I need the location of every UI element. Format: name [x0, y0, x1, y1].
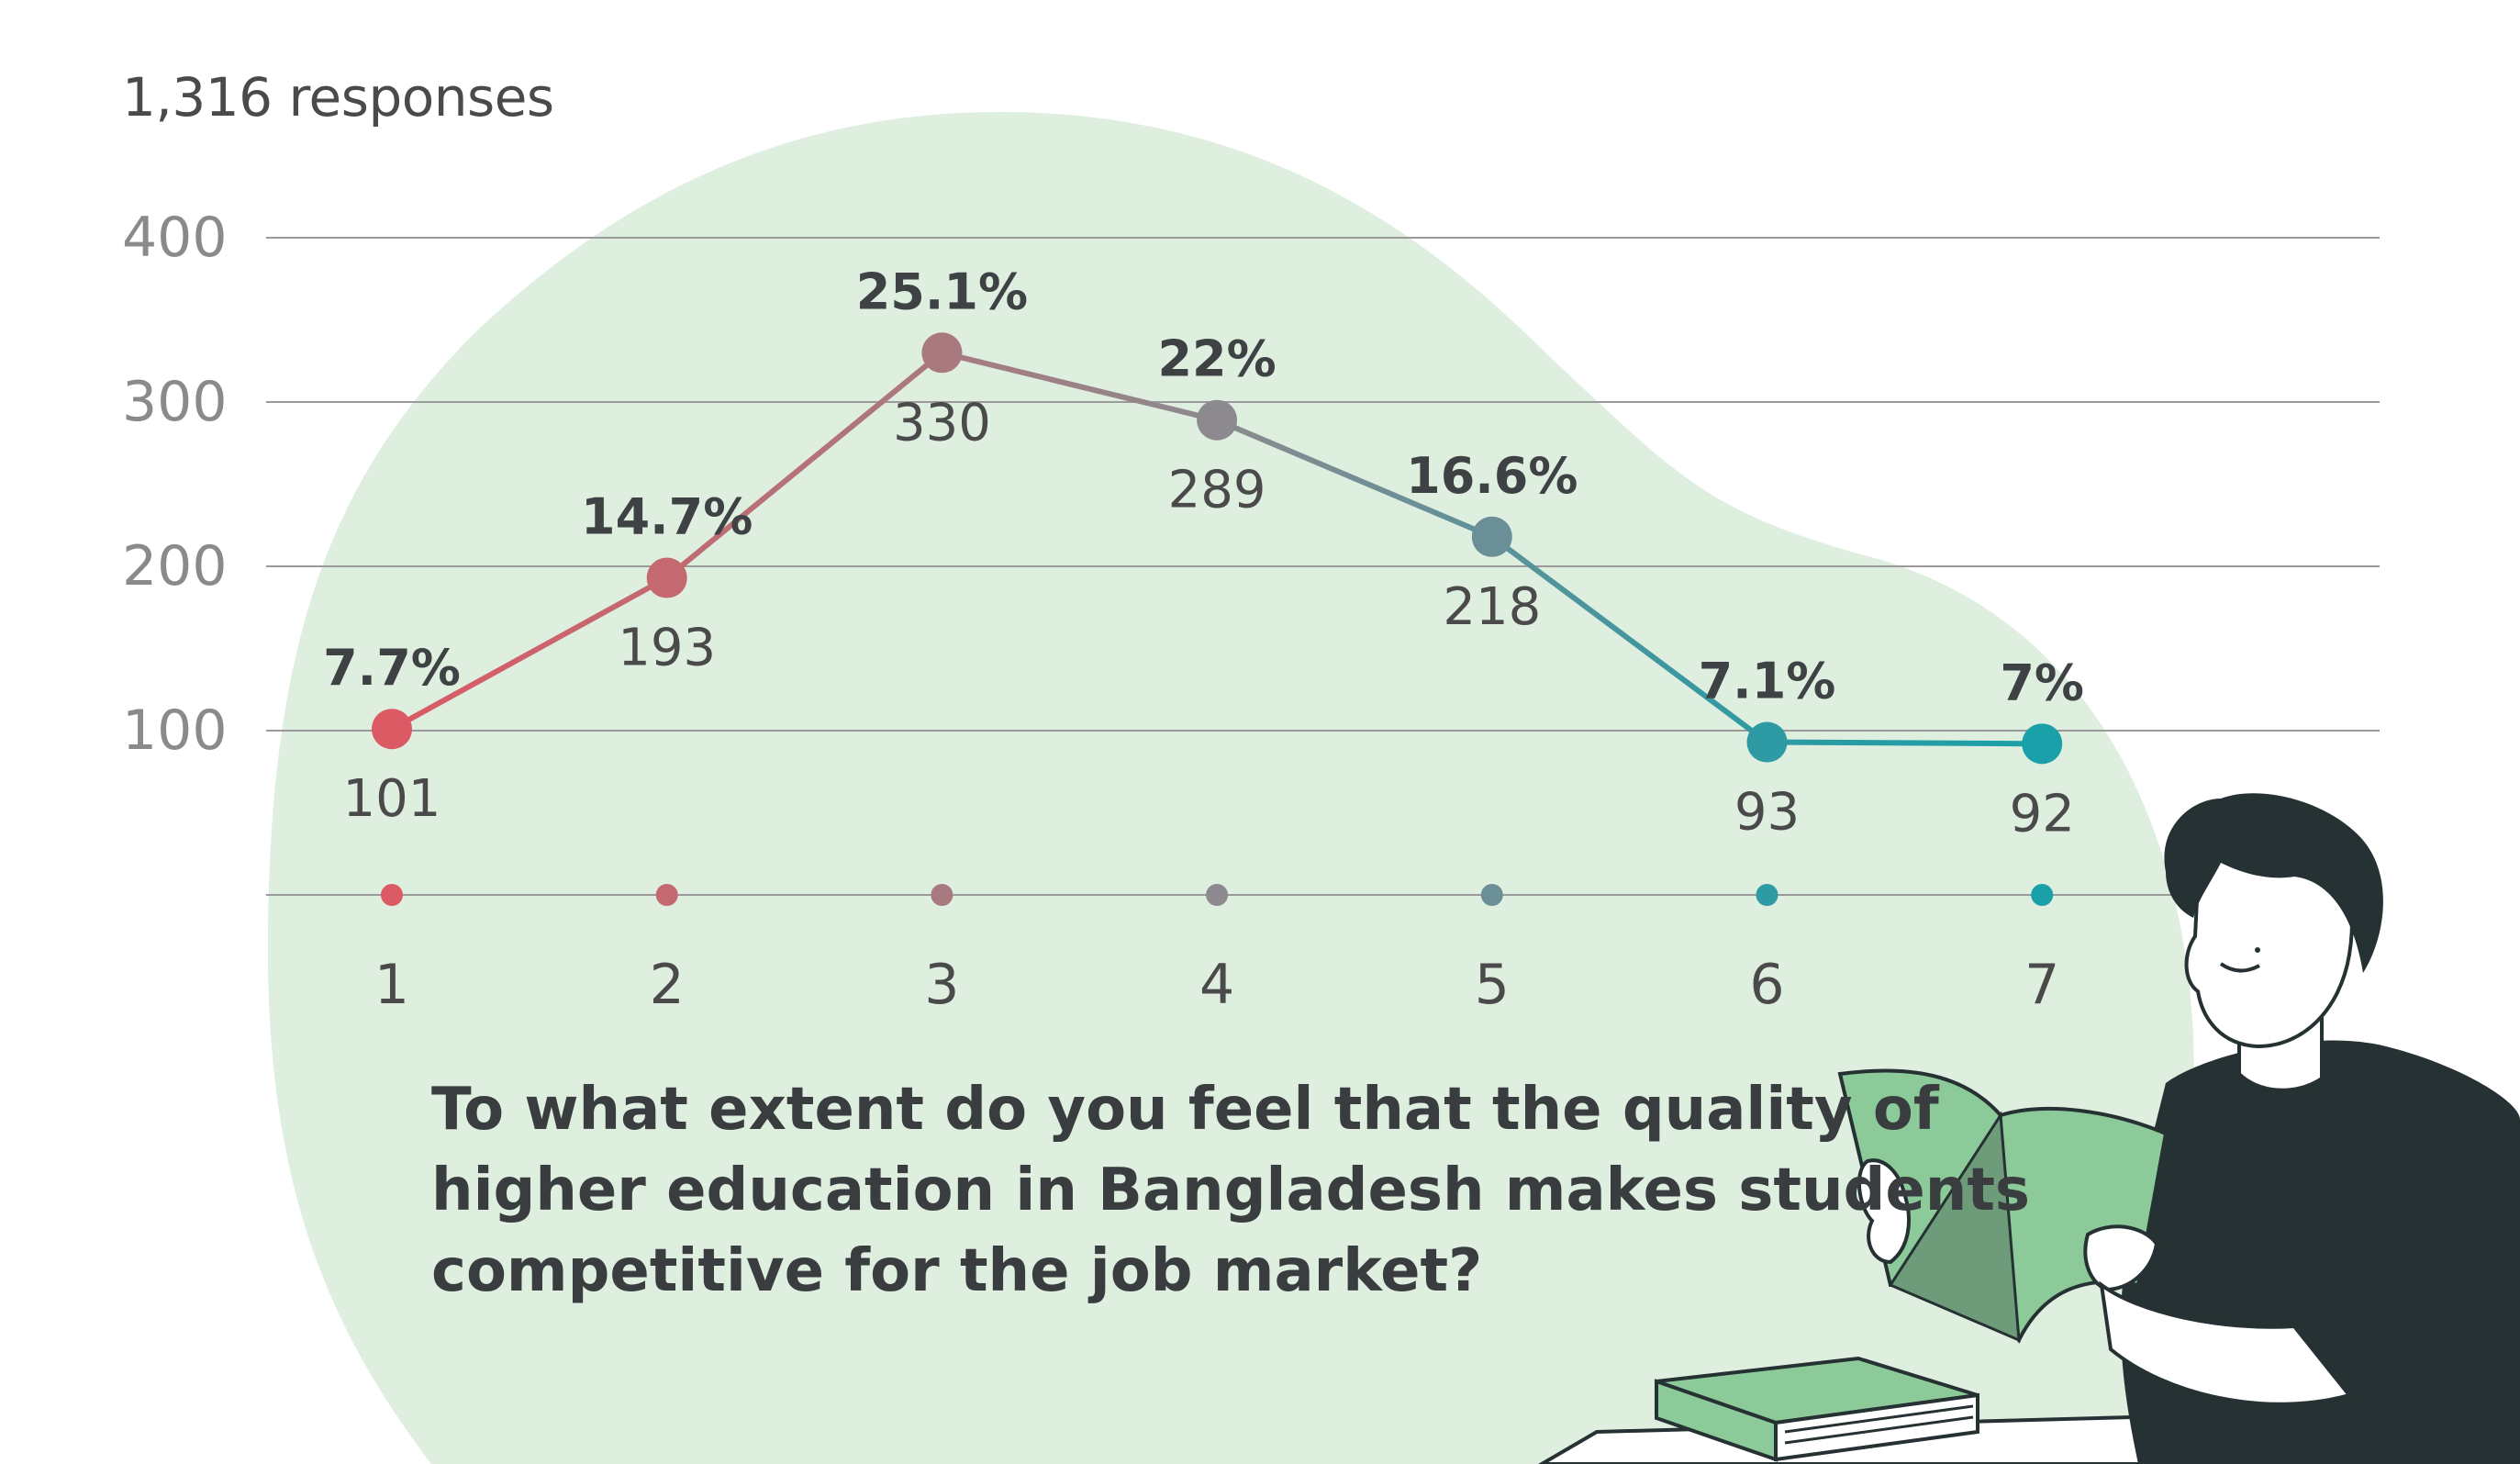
books-stack	[1538, 1356, 2325, 1464]
data-point[interactable]	[646, 557, 687, 598]
percent-label: 7.7%	[323, 639, 461, 697]
hair	[2164, 793, 2383, 973]
y-tick-label: 100	[122, 698, 228, 763]
student-reading-illustration	[1538, 793, 2520, 1464]
x-tick-label: 6	[1749, 953, 1784, 1017]
count-label: 289	[1168, 461, 1266, 520]
data-point[interactable]	[1746, 721, 1788, 763]
x-axis-dot	[1480, 884, 1503, 906]
question-line: higher education in Bangladesh makes stu…	[431, 1157, 2030, 1224]
x-tick-label: 3	[924, 953, 959, 1017]
x-axis-dot	[655, 884, 678, 906]
question-text: To what extent do you feel that the qual…	[431, 1069, 2030, 1312]
data-point[interactable]	[1471, 516, 1512, 557]
x-axis-dot	[381, 884, 403, 906]
responses-count: 1,316 responses	[122, 66, 554, 129]
percent-label: 22%	[1157, 330, 1276, 388]
right-hand	[2083, 1224, 2159, 1292]
left-hand	[1857, 1158, 1911, 1265]
data-point[interactable]	[372, 709, 412, 750]
percent-label: 16.6%	[1406, 447, 1578, 505]
y-tick-label: 200	[122, 534, 228, 598]
percent-label: 25.1%	[856, 263, 1028, 320]
count-label: 101	[343, 769, 441, 829]
y-tick-label: 300	[122, 370, 228, 434]
x-tick-label: 7	[2024, 953, 2059, 1017]
data-point[interactable]	[921, 332, 963, 374]
percent-label: 7.1%	[1699, 653, 1836, 710]
y-tick-label: 400	[122, 206, 228, 270]
data-point[interactable]	[1197, 399, 1238, 441]
percent-label: 7%	[2000, 654, 2084, 711]
forearm	[2099, 1280, 2353, 1406]
x-axis-dot	[1756, 884, 1778, 906]
x-tick-label: 2	[650, 953, 685, 1017]
x-axis-dot	[931, 884, 953, 906]
count-label: 193	[618, 619, 716, 678]
count-label: 218	[1443, 577, 1541, 637]
question-line: To what extent do you feel that the qual…	[431, 1076, 1939, 1144]
x-tick-label: 1	[374, 953, 409, 1017]
count-label: 330	[893, 393, 991, 453]
x-axis-dot	[1206, 884, 1229, 906]
background-blob	[267, 112, 2202, 1464]
x-tick-label: 4	[1199, 953, 1234, 1017]
question-line: competitive for the job market?	[431, 1237, 1483, 1305]
data-point[interactable]	[2022, 723, 2063, 765]
x-tick-label: 5	[1475, 953, 1510, 1017]
percent-label: 14.7%	[581, 488, 753, 546]
count-label: 92	[2010, 784, 2075, 844]
count-label: 93	[1734, 783, 1800, 843]
x-axis-dot	[2031, 884, 2054, 906]
